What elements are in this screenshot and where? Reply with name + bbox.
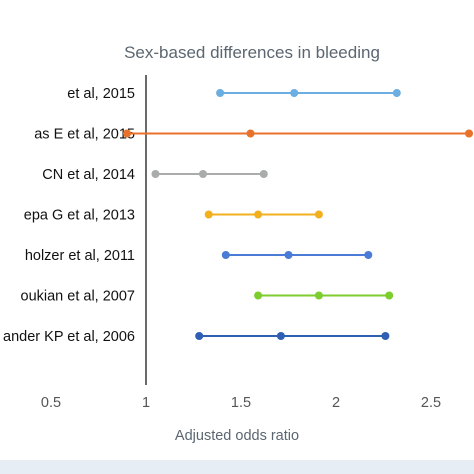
ci-high-point	[364, 251, 373, 259]
estimate-point	[314, 291, 323, 300]
estimate-point	[254, 210, 263, 219]
ci-high-point	[381, 332, 390, 340]
x-tick-label: 2	[332, 395, 340, 411]
x-axis-title: Adjusted odds ratio	[175, 428, 299, 444]
x-tick-label: 2.5	[421, 395, 441, 411]
x-tick-label: 1.5	[231, 395, 251, 411]
study-row: oukian et al, 2007	[21, 289, 394, 305]
ci-high-point	[259, 170, 268, 178]
study-label: oukian et al, 2007	[21, 289, 135, 305]
estimate-point	[284, 251, 293, 259]
study-row: holzer et al, 2011	[25, 248, 373, 264]
ci-high-point	[385, 291, 394, 300]
estimate-point	[199, 170, 207, 178]
ci-high-point	[314, 210, 323, 219]
study-row: epa G et al, 2013	[24, 208, 323, 224]
study-row: ander KP et al, 2006	[3, 329, 390, 345]
study-row: as E et al, 2015	[34, 127, 473, 143]
study-label: holzer et al, 2011	[25, 248, 135, 264]
study-label: ander KP et al, 2006	[3, 329, 135, 345]
estimate-point	[276, 332, 285, 340]
estimate-point	[290, 89, 299, 97]
estimate-point	[246, 129, 255, 138]
study-row: CN et al, 2014	[42, 167, 268, 183]
study-label: epa G et al, 2013	[24, 208, 135, 224]
ci-low-point	[204, 210, 213, 219]
ci-high-point	[465, 129, 473, 138]
study-label: as E et al, 2015	[34, 127, 135, 143]
plot-panel	[0, 0, 474, 460]
ci-low-point	[195, 332, 204, 340]
ci-low-point	[151, 170, 160, 178]
chart-title: Sex-based differences in bleeding	[124, 43, 380, 62]
ci-low-point	[254, 291, 263, 300]
x-tick-label: 0.5	[41, 395, 61, 411]
study-rows: et al, 2015 as E et al, 2015 CN et al, 201…	[3, 86, 473, 345]
ci-low-point	[216, 89, 225, 97]
ci-low-point	[123, 129, 131, 138]
x-tick-label: 1	[142, 395, 150, 411]
ci-low-point	[221, 251, 230, 259]
ci-high-point	[392, 89, 401, 97]
x-axis-ticks: 0.5 1 1.5 2 2.5	[41, 395, 441, 411]
study-label: CN et al, 2014	[42, 167, 135, 183]
study-label: et al, 2015	[67, 86, 135, 102]
study-row: et al, 2015	[67, 86, 401, 102]
